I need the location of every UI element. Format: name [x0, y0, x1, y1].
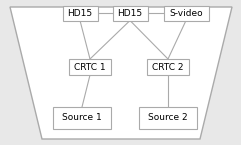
FancyBboxPatch shape	[139, 107, 197, 129]
Text: CRTC 2: CRTC 2	[152, 62, 184, 71]
Text: Source 1: Source 1	[62, 114, 102, 123]
FancyBboxPatch shape	[147, 59, 189, 75]
Text: CRTC 1: CRTC 1	[74, 62, 106, 71]
Polygon shape	[10, 7, 232, 139]
Text: Source 2: Source 2	[148, 114, 188, 123]
FancyBboxPatch shape	[53, 107, 111, 129]
FancyBboxPatch shape	[113, 6, 147, 20]
FancyBboxPatch shape	[163, 6, 208, 20]
Text: S-video: S-video	[169, 9, 203, 18]
Text: HD15: HD15	[117, 9, 143, 18]
Text: HD15: HD15	[67, 9, 93, 18]
FancyBboxPatch shape	[69, 59, 111, 75]
FancyBboxPatch shape	[62, 6, 98, 20]
